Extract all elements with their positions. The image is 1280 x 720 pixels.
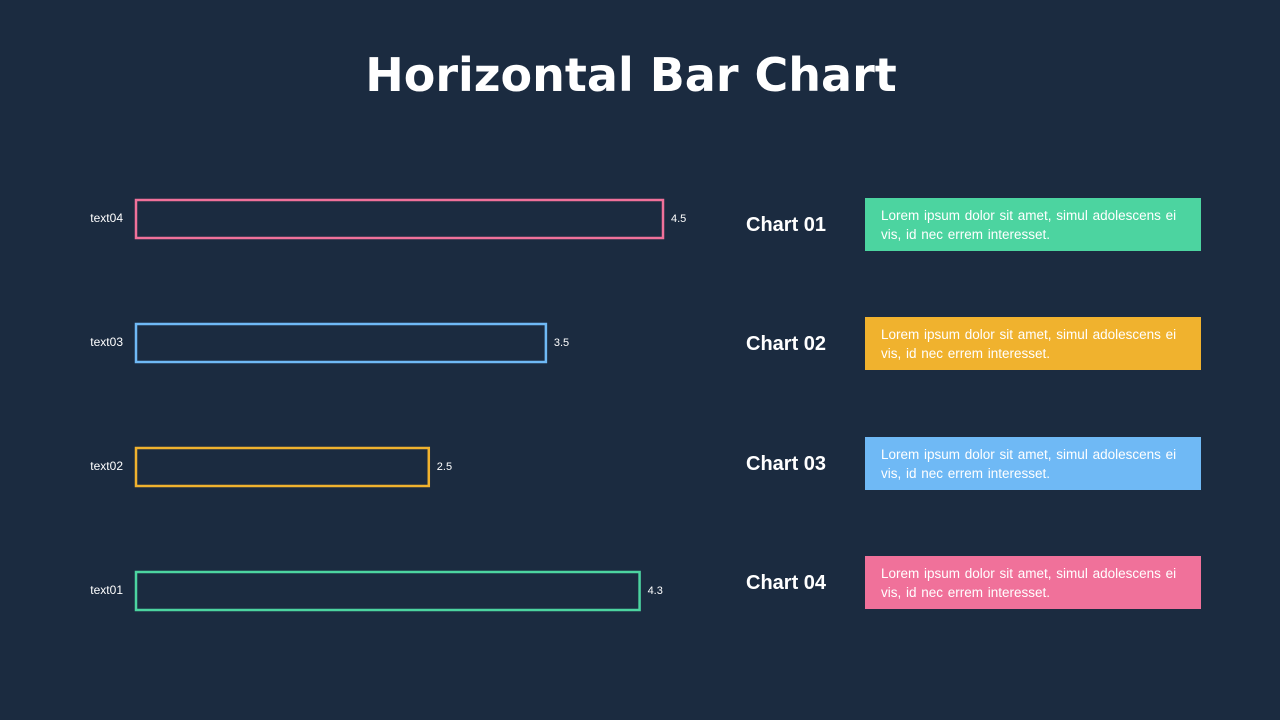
legend-desc-chart-02: Lorem ipsum dolor sit amet, simul adoles… [865, 317, 1201, 370]
category-label-text02: text02 [90, 459, 123, 473]
value-label-text04: 4.5 [671, 213, 686, 225]
legend-heading-chart-04: Chart 04 [746, 572, 827, 594]
value-label-text01: 4.3 [648, 585, 663, 597]
legend-desc-chart-03: Lorem ipsum dolor sit amet, simul adoles… [865, 437, 1201, 490]
bar-text03 [134, 322, 548, 364]
category-label-text03: text03 [90, 335, 123, 349]
legend-desc-chart-01: Lorem ipsum dolor sit amet, simul adoles… [865, 198, 1201, 251]
category-label-text04: text04 [90, 211, 123, 225]
legend-heading-chart-01: Chart 01 [746, 214, 827, 236]
bar-text02 [134, 446, 431, 488]
bar-text04 [134, 198, 665, 240]
category-label-text01: text01 [90, 583, 123, 597]
value-label-text03: 3.5 [554, 337, 569, 349]
legend-heading-chart-02: Chart 02 [746, 333, 827, 355]
legend-heading-chart-03: Chart 03 [746, 453, 827, 475]
legend-desc-chart-04: Lorem ipsum dolor sit amet, simul adoles… [865, 556, 1201, 609]
bar-text01 [134, 570, 641, 612]
horizontal-bar-chart: text04 4.5 text03 3.5 text02 2.5 text01 4.3 [90, 198, 686, 612]
slide-title: Horizontal Bar Chart [365, 48, 897, 102]
value-label-text02: 2.5 [437, 461, 452, 473]
